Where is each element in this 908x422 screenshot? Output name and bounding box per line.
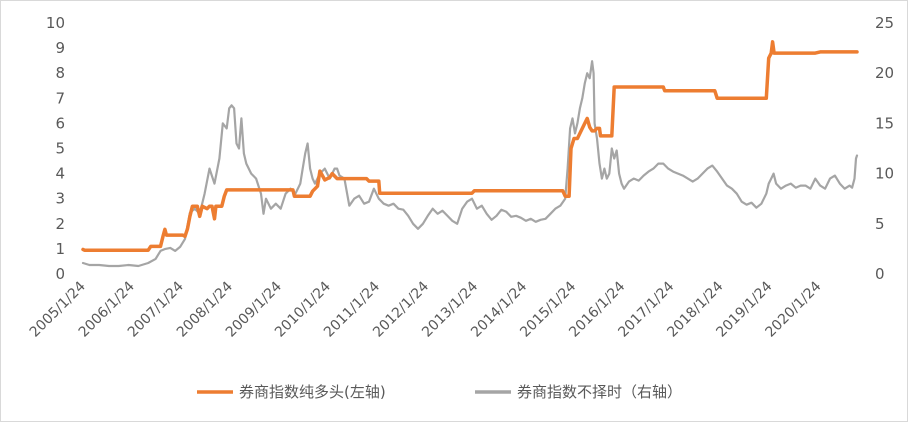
legend: 券商指数纯多头(左轴) 券商指数不择时（右轴） [197,383,682,401]
right-axis-ticks: 0 5 10 15 20 25 [875,14,894,283]
right-tick-label: 10 [875,165,894,183]
left-tick-label: 2 [55,215,65,233]
left-tick-label: 10 [46,14,65,32]
series-line-buy-and-hold [81,60,859,268]
x-axis-ticks: 2005/1/242006/1/242007/1/242008/1/242009… [27,278,825,340]
left-tick-label: 7 [55,89,65,107]
right-tick-label: 0 [875,265,885,283]
left-tick-label: 8 [55,64,65,82]
right-tick-label: 5 [875,215,885,233]
left-axis-ticks: 0 1 2 3 4 5 6 7 8 9 10 [46,14,65,283]
left-tick-label: 5 [55,140,65,158]
left-tick-label: 9 [55,39,65,57]
left-tick-label: 1 [55,240,65,258]
series-line-long-only [81,40,859,252]
legend-label-buy-and-hold: 券商指数不择时（右轴） [517,383,682,401]
left-tick-label: 3 [55,190,65,208]
right-tick-label: 25 [875,14,894,32]
left-tick-label: 4 [55,165,65,183]
right-tick-label: 15 [875,114,894,132]
left-tick-label: 6 [55,114,65,132]
right-tick-label: 20 [875,64,894,82]
series-layer [81,40,859,268]
legend-label-long-only: 券商指数纯多头(左轴) [239,383,386,401]
left-tick-label: 0 [55,265,65,283]
